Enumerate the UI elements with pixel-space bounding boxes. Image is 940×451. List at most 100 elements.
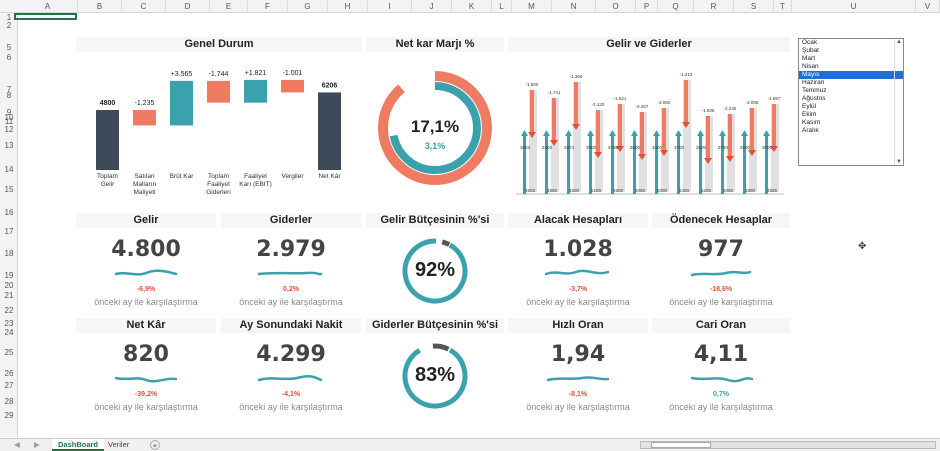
month-listbox[interactable]: Ocak Şubat Mart Nisan Mayıs Haziran Temmuz Ağus…	[798, 38, 904, 166]
gauge-remainder	[402, 343, 468, 409]
kpi-value: 4.299	[256, 342, 326, 367]
month-option[interactable]: Ağustos	[802, 95, 826, 102]
gg-income-bar	[765, 134, 768, 194]
row-header: 1	[6, 13, 12, 22]
kpi-title: Giderler	[221, 213, 361, 228]
kpi-ay-sonundaki-nakit: Ay Sonundaki Nakit 4.299 -4,1% önceki ay il…	[221, 318, 361, 418]
gelir-giderler-title: Gelir ve Giderler	[508, 37, 790, 52]
down-arrow-icon	[550, 140, 558, 146]
row-header: 16	[4, 208, 14, 217]
chevron-up-icon[interactable]: ▲	[896, 39, 902, 45]
gg-bottom-label: 4500	[613, 188, 624, 193]
gg-bg-bar	[551, 98, 559, 192]
kpi-title: Ödenecek Hesaplar	[652, 213, 790, 228]
row-header: 10	[4, 113, 14, 122]
up-arrow-icon	[653, 130, 660, 136]
gg-top-label: -2.245	[724, 106, 737, 111]
nav-right-icon[interactable]: ▶	[34, 440, 40, 449]
kpi-title: Gelir	[76, 213, 216, 228]
row-header: 12	[4, 125, 14, 134]
gg-top-label: -2.006	[746, 100, 759, 105]
chevron-down-icon[interactable]: ▼	[896, 159, 902, 165]
sparkline-path	[690, 270, 752, 277]
kpi-sparkline	[114, 269, 178, 276]
net-kar-marji-title: Net kar Marjı %	[366, 37, 504, 52]
month-option[interactable]: Ekim	[802, 111, 817, 118]
column-header: Q	[658, 0, 694, 13]
row-header: 20	[4, 281, 14, 290]
down-arrow-icon	[704, 158, 712, 164]
month-option[interactable]: Kasım	[802, 119, 821, 126]
month-option[interactable]: Eylül	[802, 103, 817, 110]
down-arrow-icon	[726, 156, 734, 162]
gg-top-label: -1.741	[548, 90, 561, 95]
sparkline-path	[690, 376, 754, 383]
active-cell-cursor[interactable]	[14, 13, 77, 20]
row-header: 13	[4, 141, 14, 150]
month-option[interactable]: Haziran	[802, 79, 825, 86]
column-header: V	[916, 0, 940, 13]
nav-left-icon[interactable]: ◀	[14, 440, 20, 449]
kpi-value: 1.028	[543, 237, 613, 262]
down-arrow-icon	[638, 154, 646, 160]
row-header: 24	[4, 328, 14, 337]
waterfall-bar	[96, 110, 119, 170]
waterfall-category: Giderleri	[206, 189, 231, 196]
month-option[interactable]: Temmuz	[802, 87, 827, 94]
listbox-scrollbar[interactable]: ▲ ▼	[894, 39, 903, 165]
kpi-title: Alacak Hesapları	[508, 213, 648, 228]
waterfall-category: Malların	[133, 181, 157, 188]
up-arrow-icon	[697, 130, 704, 136]
row-header: 9	[6, 108, 12, 117]
month-option[interactable]: Mart	[802, 55, 815, 62]
row-header: 5	[6, 43, 12, 52]
gg-expense-bar	[772, 104, 776, 146]
tab-veriler[interactable]: Veriler	[108, 440, 130, 449]
gelir-butce-panel: Gelir Bütçesinin %'si 92%	[366, 213, 504, 313]
month-option[interactable]: Ocak	[802, 39, 818, 46]
kpi-value: 820	[123, 342, 169, 367]
gauge-remainder	[402, 238, 468, 304]
kpi-value: 4.800	[111, 237, 181, 262]
tab-dashboard[interactable]: DashBoard	[52, 439, 105, 451]
column-header: L	[492, 0, 512, 13]
gg-top-label: -2.120	[592, 102, 605, 107]
kpi-compare-label: önceki ay ile karşılaştırma	[239, 402, 343, 412]
gg-expense-bar	[750, 108, 754, 150]
kpi-title: Net Kâr	[76, 318, 216, 333]
up-arrow-icon	[587, 130, 594, 136]
kpi-title: Hızlı Oran	[508, 318, 648, 333]
gg-bottom-label: 4503	[525, 188, 536, 193]
gg-top-label: -2.060	[658, 100, 671, 105]
waterfall-label: 6206	[322, 82, 338, 89]
column-header: U	[792, 0, 916, 13]
waterfall-bar	[244, 79, 267, 103]
waterfall-category: Faaliyet	[207, 181, 230, 188]
add-sheet-button[interactable]: +	[150, 440, 160, 450]
kpi-sparkline	[114, 376, 178, 383]
kpi-compare-label: önceki ay ile karşılaştırma	[669, 402, 773, 412]
cursor-crosshair-icon: ✥	[858, 241, 867, 252]
kpi-compare-label: önceki ay ile karşılaştırma	[94, 402, 198, 412]
horizontal-scrollbar[interactable]	[640, 441, 936, 449]
gg-bottom-label: 4800	[745, 188, 756, 193]
gg-mid-label: 3003	[520, 145, 531, 150]
kpi-change: -39,2%	[134, 391, 158, 398]
waterfall-bar	[170, 80, 193, 126]
gider-butce-value: 83%	[414, 364, 456, 386]
gg-top-label: -1.500	[526, 82, 539, 87]
month-option[interactable]: Şubat	[802, 47, 819, 54]
sparkline-path	[546, 376, 610, 382]
gg-bottom-label: 5400	[679, 188, 690, 193]
month-option[interactable]: Nisan	[802, 63, 819, 70]
gg-bottom-label: 5000	[723, 188, 734, 193]
scrollbar-thumb[interactable]	[651, 442, 711, 448]
column-header: S	[734, 0, 774, 13]
gg-income-bar	[721, 134, 724, 194]
month-option[interactable]: Mayıs	[799, 71, 903, 79]
gg-bottom-label: 4500	[569, 188, 580, 193]
down-arrow-icon	[770, 146, 778, 152]
month-option[interactable]: Aralık	[802, 127, 819, 134]
up-arrow-icon	[719, 130, 726, 136]
kpi-compare-label: önceki ay ile karşılaştırma	[239, 297, 343, 307]
